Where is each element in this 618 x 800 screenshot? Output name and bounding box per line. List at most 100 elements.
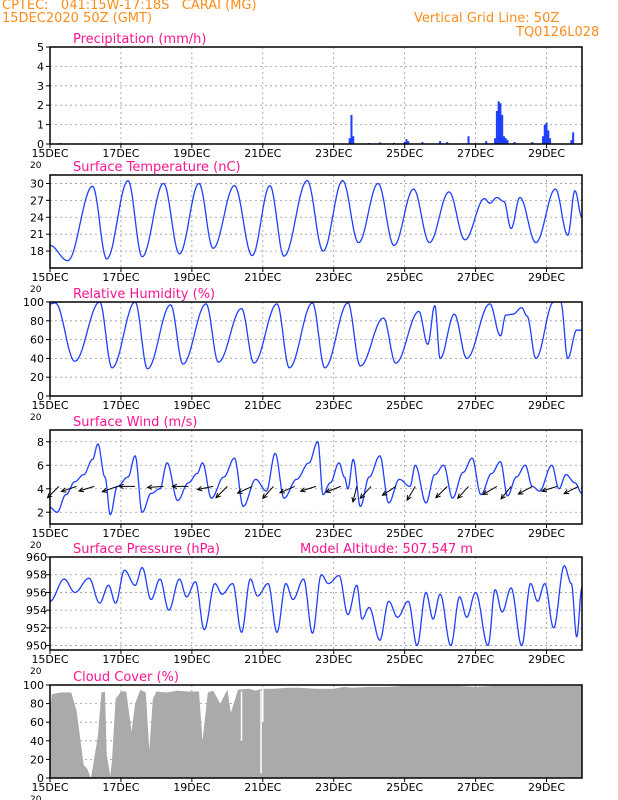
wind-arrow: [435, 486, 448, 499]
x-tick-label: 17DEC: [102, 147, 139, 160]
panel-precipitation: [46, 46, 583, 148]
panel-title: Cloud Cover (%): [73, 670, 179, 685]
panel-frame: [49, 46, 583, 145]
y-tick-label: 20: [30, 371, 44, 384]
x-tick-label: 17DEC: [102, 399, 139, 412]
y-tick-label: 100: [23, 296, 44, 309]
wind-arrow: [197, 485, 214, 491]
wind-arrow: [406, 486, 416, 501]
temperature-line: [50, 179, 582, 262]
wind-arrow: [359, 486, 372, 499]
x-tick-label: 15DEC: [31, 781, 68, 794]
wind-arrow-head: [482, 490, 489, 496]
x-tick-label: 27DEC: [457, 527, 494, 540]
x-tick-label: 25DEC: [386, 781, 423, 794]
wind-arrow: [300, 485, 317, 492]
x-tick-label: 25DEC: [386, 147, 423, 160]
x-tick-label: 19DEC: [173, 527, 210, 540]
precip-bar: [545, 122, 548, 144]
y-tick-label: 0: [37, 772, 44, 785]
precip-bar: [403, 142, 406, 144]
y-tick-label: 27: [30, 194, 44, 207]
precip-bar: [501, 114, 504, 144]
panel-title: Surface Wind (m/s): [73, 415, 197, 430]
wind-arrow-head: [60, 487, 67, 493]
precip-bar: [499, 103, 502, 144]
y-tick-label: 4: [37, 483, 44, 496]
wind-arrow-head: [299, 487, 306, 493]
y-tick-label: 6: [37, 459, 44, 472]
x-tick-label: 17DEC: [102, 527, 139, 540]
precip-bar: [485, 141, 488, 144]
wind-arrow-head: [500, 493, 506, 500]
y-tick-label: 958: [26, 569, 47, 582]
panel-frame: [49, 684, 583, 779]
y-tick-label: 3: [37, 80, 44, 93]
y-tick-label: 20: [30, 753, 44, 766]
wind-speed-line: [50, 441, 582, 516]
precip-bar: [504, 138, 507, 144]
y-tick-label: 2: [37, 506, 44, 519]
precip-bar: [352, 136, 355, 144]
x-tick-label: 29DEC: [528, 399, 565, 412]
x-tick-label: 21DEC: [244, 271, 281, 284]
precip-bar: [439, 141, 442, 144]
x-tick-label: 29DEC: [528, 653, 565, 666]
header-code: TQ0126L028: [516, 25, 600, 40]
panel-temperature: [46, 174, 583, 272]
precip-bar: [549, 138, 552, 144]
x-tick-label: 21DEC: [244, 653, 281, 666]
x-year-label: 20: [30, 161, 42, 171]
x-year-label: 20: [30, 541, 42, 551]
panel-frame: [49, 556, 583, 651]
y-tick-label: 100: [23, 679, 44, 692]
x-tick-label: 23DEC: [315, 653, 352, 666]
wind-arrow: [563, 485, 579, 495]
x-tick-label: 25DEC: [386, 527, 423, 540]
y-tick-label: 954: [26, 604, 47, 617]
y-tick-label: 40: [30, 352, 44, 365]
panel-humidity: [46, 301, 583, 400]
precip-bar: [531, 142, 534, 144]
y-tick-label: 60: [30, 334, 44, 347]
x-tick-label: 15DEC: [31, 653, 68, 666]
precip-bar: [570, 140, 573, 144]
precip-bar: [446, 142, 449, 144]
precip-bar: [506, 140, 509, 144]
x-tick-label: 17DEC: [102, 653, 139, 666]
wind-arrow: [325, 485, 342, 493]
precip-bar: [502, 136, 505, 144]
x-tick-label: 23DEC: [315, 527, 352, 540]
wind-arrow-head: [215, 492, 221, 499]
wind-arrow: [541, 485, 558, 492]
wind-arrow: [482, 485, 498, 495]
precip-bar: [572, 132, 575, 144]
precip-bar: [378, 142, 381, 144]
panel-frame: [49, 429, 583, 525]
x-tick-label: 17DEC: [102, 271, 139, 284]
wind-arrow-head: [77, 487, 85, 493]
header-date: 15DEC2020 50Z (GMT): [2, 11, 153, 26]
x-year-label: 20: [30, 667, 42, 677]
y-tick-label: 5: [37, 41, 44, 54]
panel-title: Precipitation (mm/h): [73, 32, 206, 47]
x-tick-label: 27DEC: [457, 399, 494, 412]
wind-arrow-head: [278, 488, 286, 494]
precip-bar: [547, 130, 550, 144]
x-tick-label: 21DEC: [244, 147, 281, 160]
wind-arrow: [147, 485, 164, 488]
x-tick-label: 27DEC: [457, 653, 494, 666]
x-tick-label: 19DEC: [173, 653, 210, 666]
panel-frame: [49, 174, 583, 269]
y-tick-label: 24: [30, 211, 44, 224]
x-tick-label: 27DEC: [457, 147, 494, 160]
wind-arrow-head: [563, 489, 570, 495]
x-tick-label: 17DEC: [102, 781, 139, 794]
wind-arrow-head: [540, 487, 547, 493]
panel-pressure: [46, 556, 583, 654]
x-tick-label: 15DEC: [31, 399, 68, 412]
x-tick-label: 23DEC: [315, 781, 352, 794]
wind-arrow: [352, 486, 358, 503]
wind-arrow: [382, 485, 397, 496]
wind-arrow: [61, 485, 77, 492]
